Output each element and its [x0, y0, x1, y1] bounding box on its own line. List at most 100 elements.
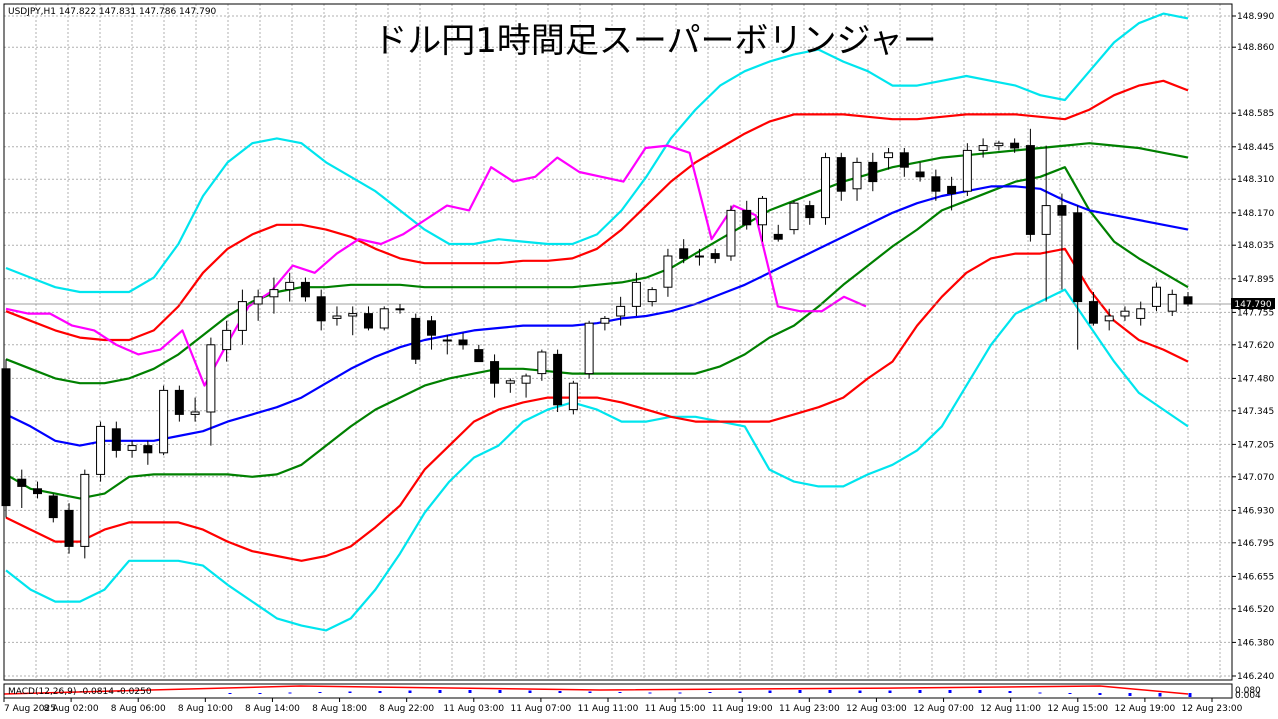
macd-bar: [798, 690, 802, 693]
candle-body: [962, 149, 972, 192]
candle-body: [663, 255, 673, 288]
candle-body: [899, 152, 909, 168]
series-line-7: [5, 144, 867, 387]
current-price-label: 147.790: [1234, 300, 1271, 310]
candle-body: [679, 248, 689, 259]
macd-axis-label-bottom: 0.004: [1235, 691, 1261, 701]
series-line-1: [5, 247, 1189, 562]
candle-body: [379, 308, 389, 329]
candle-body: [1073, 212, 1083, 303]
candle-body: [1057, 205, 1067, 216]
macd-bar: [258, 693, 262, 694]
macd-bar: [1038, 692, 1042, 694]
x-tick-label: 12 Aug 19:00: [1115, 704, 1176, 714]
macd-bar: [408, 690, 412, 693]
candle-body: [947, 185, 957, 195]
candle-body: [647, 289, 657, 303]
macd-bar: [648, 692, 652, 694]
macd-bar: [1128, 693, 1132, 696]
candle-body: [505, 380, 515, 384]
x-tick-label: 12 Aug 11:00: [980, 704, 1041, 714]
x-tick-label: 8 Aug 18:00: [312, 704, 367, 714]
candle-body: [143, 445, 153, 454]
candle-body: [805, 205, 815, 219]
series-line-6: [5, 12, 1189, 294]
macd-bar: [768, 690, 772, 693]
y-tick-label: 147.895: [1237, 275, 1274, 285]
macd-bar: [468, 690, 472, 693]
macd-bar: [558, 691, 562, 693]
macd-bar: [438, 690, 442, 693]
candle-body: [600, 317, 610, 324]
y-tick-label: 147.070: [1237, 473, 1274, 483]
candle-body: [994, 142, 1004, 147]
x-tick-label: 11 Aug 23:00: [779, 704, 840, 714]
x-tick-label: 11 Aug 07:00: [511, 704, 572, 714]
main-plot-frame: [3, 3, 1233, 681]
candle-body: [742, 209, 752, 226]
macd-bar: [708, 692, 712, 693]
series-line-0: [5, 288, 1189, 632]
candle-body: [17, 478, 27, 487]
y-tick-label: 147.755: [1237, 308, 1274, 318]
candle-body: [411, 317, 421, 360]
y-tick-label: 146.240: [1237, 672, 1274, 682]
macd-bar: [858, 690, 862, 693]
candle-body: [631, 281, 641, 307]
candle-body: [48, 495, 58, 519]
candle-body: [159, 389, 169, 454]
y-tick-label: 148.035: [1237, 241, 1274, 251]
candle-body: [458, 339, 468, 346]
candle-body: [206, 344, 216, 413]
x-tick-label: 8 Aug 06:00: [111, 704, 166, 714]
candle-body: [821, 157, 831, 219]
candle-body: [757, 197, 767, 226]
series-line-5: [5, 79, 1189, 342]
macd-bar: [828, 690, 832, 693]
current-price-badge: [1231, 298, 1275, 309]
y-tick-label: 146.795: [1237, 539, 1274, 549]
macd-bar: [1008, 691, 1012, 693]
candle-body: [96, 425, 106, 475]
x-tick-label: 11 Aug 03:00: [443, 704, 504, 714]
macd-bar: [1098, 693, 1102, 695]
macd-subwindow: [3, 685, 1192, 697]
candle-body: [836, 157, 846, 192]
candlesticks: [1, 128, 1193, 559]
y-tick-label: 148.445: [1237, 143, 1274, 153]
y-tick-label: 146.930: [1237, 506, 1274, 516]
macd-bar: [1158, 693, 1162, 697]
macd-bar: [498, 690, 502, 693]
x-tick-label: 12 Aug 03:00: [846, 704, 907, 714]
series-line-3: [5, 185, 1189, 447]
candle-body: [584, 322, 594, 375]
symbol-info: USDJPY,H1 147.822 147.831 147.786 147.79…: [8, 7, 217, 17]
x-tick-label: 11 Aug 19:00: [712, 704, 773, 714]
candle-body: [442, 339, 452, 342]
macd-plot-frame: [3, 683, 1233, 699]
macd-bar: [738, 691, 742, 693]
candle-body: [978, 145, 988, 151]
y-tick-label: 147.205: [1237, 440, 1274, 450]
y-tick-label: 146.655: [1237, 572, 1274, 582]
candle-body: [474, 349, 484, 363]
candle-body: [427, 320, 437, 336]
series-line-4: [5, 142, 1189, 385]
x-tick-label: 8 Aug 02:00: [44, 704, 99, 714]
candle-body: [931, 176, 941, 192]
candle-body: [490, 361, 500, 384]
macd-bar: [978, 690, 982, 693]
candle-body: [1104, 315, 1114, 322]
macd-bar: [618, 692, 622, 693]
candle-body: [363, 313, 373, 329]
price-axis: 148.990 148.860 148.585 148.445 148.310 148.1…: [1232, 12, 1274, 682]
x-tick-label: 8 Aug 10:00: [178, 704, 233, 714]
x-tick-label: 7 Aug 2025: [4, 704, 56, 714]
bollinger-bands: [4, 12, 1232, 632]
y-tick-label: 146.380: [1237, 638, 1274, 648]
candle-body: [1010, 142, 1020, 149]
candle-body: [1167, 293, 1177, 312]
y-tick-label: 148.585: [1237, 109, 1274, 119]
